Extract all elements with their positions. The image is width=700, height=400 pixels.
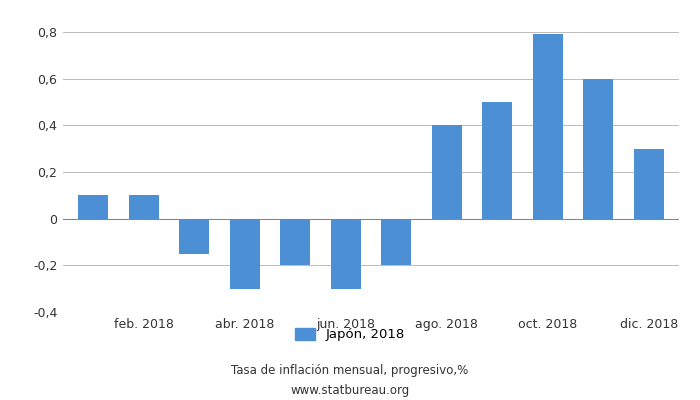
Bar (230, 219, 260, 289)
Bar (381, 219, 412, 265)
Text: Tasa de inflación mensual, progresivo,%: Tasa de inflación mensual, progresivo,% (232, 364, 468, 377)
Bar (432, 125, 462, 219)
Bar (634, 149, 664, 219)
Legend: Japón, 2018: Japón, 2018 (295, 328, 405, 342)
Bar (330, 219, 361, 289)
Bar (482, 102, 512, 219)
Bar (179, 219, 209, 254)
Bar (583, 79, 613, 219)
Bar (533, 34, 563, 219)
Text: www.statbureau.org: www.statbureau.org (290, 384, 410, 397)
Bar (78, 195, 108, 219)
Bar (129, 195, 159, 219)
Bar (280, 219, 310, 265)
